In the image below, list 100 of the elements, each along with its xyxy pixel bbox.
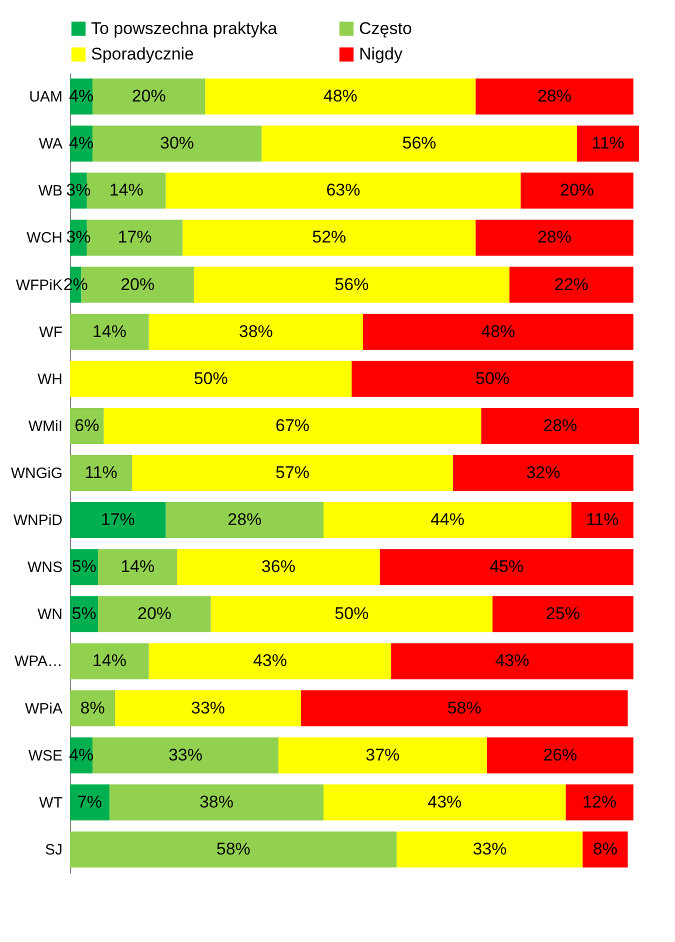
data-label: 48% [323, 86, 358, 106]
data-label: 14% [92, 322, 126, 341]
data-label: 37% [366, 745, 400, 764]
bar [476, 220, 634, 256]
bar [148, 643, 392, 680]
legend-label: Sporadycznie [91, 44, 194, 64]
data-label: 20% [120, 274, 155, 294]
data-label: 58% [216, 839, 250, 858]
data-label: 28% [543, 416, 578, 435]
bar [492, 596, 634, 632]
bar [396, 831, 583, 868]
bar [70, 784, 110, 820]
data-label: 38% [199, 792, 234, 812]
bar [262, 126, 578, 162]
bar [70, 502, 166, 538]
data-label: 25% [546, 604, 580, 624]
y-tick-label: WCH [26, 230, 62, 247]
bar [509, 266, 634, 303]
data-label: 38% [238, 322, 273, 341]
data-label: 56% [402, 134, 436, 153]
data-label: 14% [109, 180, 144, 200]
bar [391, 643, 634, 680]
data-label: 5% [72, 604, 96, 624]
data-label: 63% [326, 180, 360, 200]
y-tick-label: WNPiD [13, 512, 63, 530]
data-label: 32% [526, 463, 560, 482]
bar [166, 502, 324, 538]
data-label: 30% [160, 134, 194, 153]
data-label: 11% [586, 510, 619, 530]
y-tick-label: WT [39, 794, 62, 812]
bar [582, 831, 628, 868]
bar [70, 360, 352, 397]
data-label: 28% [537, 228, 572, 247]
data-label: 33% [191, 698, 226, 718]
data-label: 8% [80, 698, 105, 718]
y-tick-label: WNS [28, 559, 62, 576]
data-label: 8% [592, 839, 618, 858]
bar [194, 266, 510, 303]
data-label: 50% [194, 368, 228, 388]
data-label: 17% [100, 510, 135, 530]
bar [362, 314, 634, 350]
bar [104, 408, 482, 444]
data-label: 2% [63, 274, 88, 294]
data-label: 58% [447, 698, 482, 718]
data-label: 50% [334, 604, 369, 624]
bar [205, 78, 476, 115]
bar [566, 784, 634, 820]
bar [300, 690, 628, 726]
bar [70, 314, 149, 350]
y-tick-label: WB [38, 182, 62, 200]
bar [177, 549, 380, 586]
y-tick-label: WN [38, 606, 62, 624]
y-tick-label: WH [38, 370, 62, 388]
bar [70, 643, 149, 680]
bar [98, 549, 178, 586]
data-label: 43% [495, 651, 530, 670]
bar [70, 690, 116, 726]
bar [132, 455, 454, 491]
data-label: 57% [276, 463, 310, 482]
data-label: 56% [334, 274, 369, 294]
data-label: 11% [592, 134, 624, 153]
data-label: 7% [77, 792, 102, 812]
y-tick-label: UAM [29, 88, 62, 106]
bar [210, 596, 493, 632]
bar [182, 220, 476, 256]
data-label: 17% [118, 228, 152, 247]
bar [577, 126, 639, 162]
bar [278, 737, 487, 774]
data-label: 48% [481, 322, 516, 341]
bar [324, 502, 572, 538]
bar [92, 737, 278, 774]
bar [70, 831, 397, 868]
bar [380, 549, 634, 586]
data-label: 11% [84, 463, 118, 482]
bar [324, 784, 566, 820]
data-label: 28% [537, 86, 572, 106]
data-label: 43% [428, 792, 462, 812]
data-label: 44% [430, 510, 464, 530]
bar [148, 314, 363, 350]
data-label: 6% [74, 416, 100, 435]
bar [98, 596, 211, 632]
data-label: 33% [168, 745, 203, 764]
data-label: 20% [132, 86, 166, 106]
data-label: 45% [490, 557, 524, 576]
y-tick-label: WFPiK [16, 276, 62, 294]
data-label: 5% [72, 557, 96, 576]
bar [571, 502, 634, 538]
y-tick-label: WF [39, 324, 62, 341]
data-label: 28% [228, 510, 262, 530]
data-label: 52% [312, 228, 346, 247]
data-label: 36% [261, 557, 296, 576]
data-label: 67% [276, 416, 310, 435]
data-label: 20% [137, 604, 172, 624]
data-label: 50% [476, 368, 510, 388]
bar [92, 126, 262, 162]
data-label: 20% [560, 180, 594, 200]
bar [481, 408, 639, 444]
bar [486, 737, 634, 774]
data-label: 14% [120, 557, 155, 576]
data-label: 22% [554, 274, 588, 294]
